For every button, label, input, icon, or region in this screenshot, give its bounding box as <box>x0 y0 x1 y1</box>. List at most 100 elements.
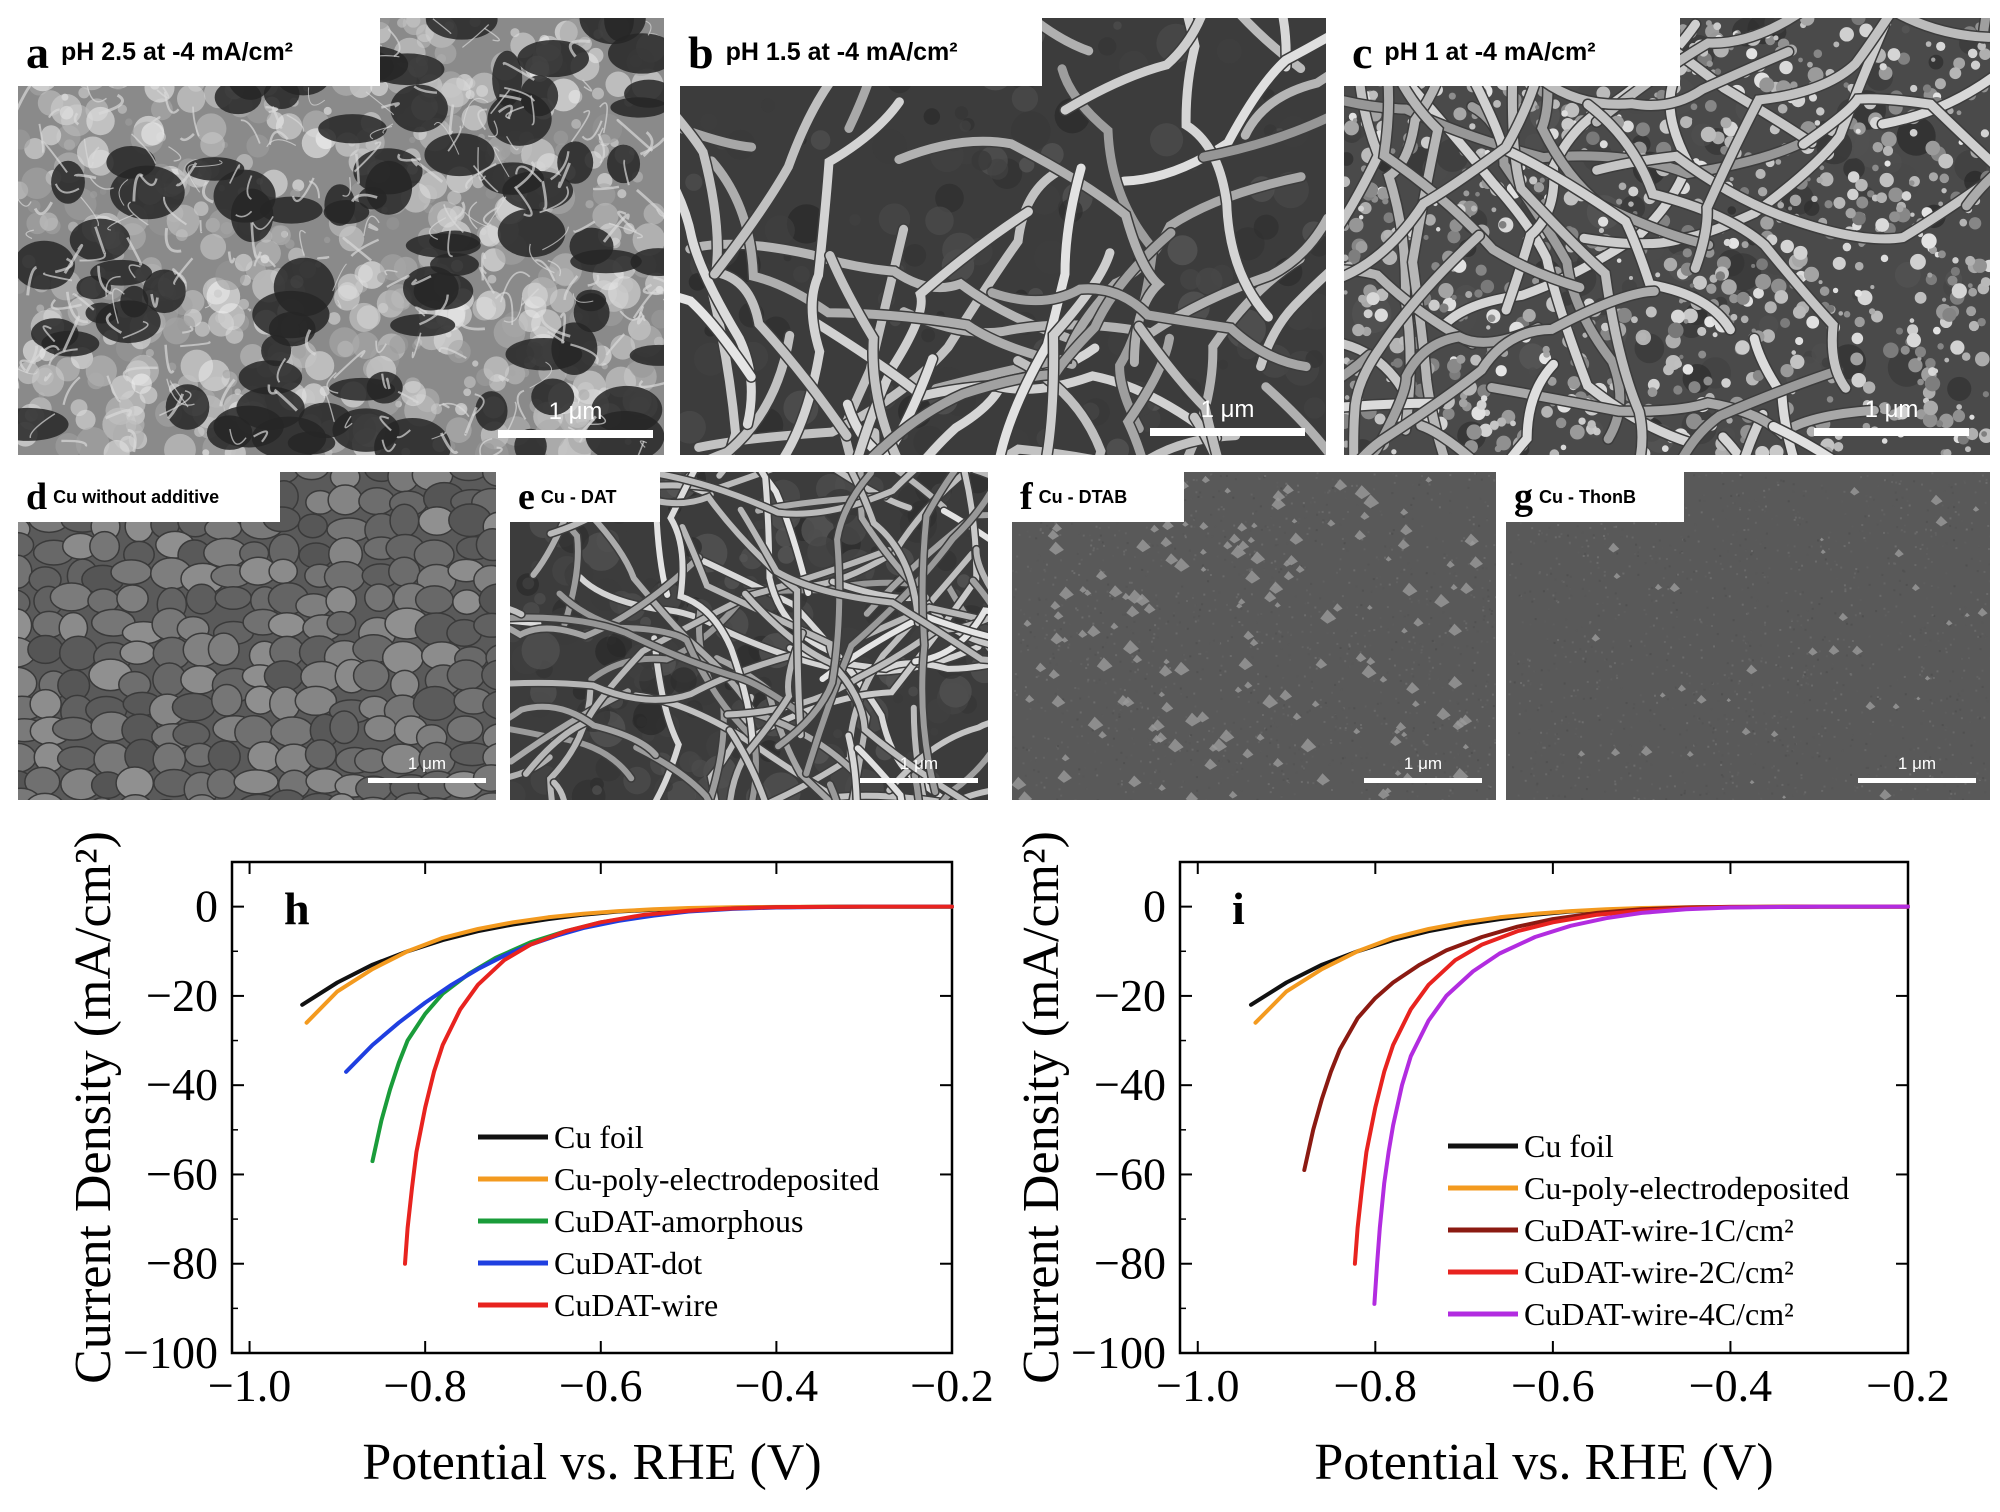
scale-bar: 1 μm <box>1814 396 1969 436</box>
panel-label: g Cu - ThonB <box>1506 472 1684 522</box>
series-line <box>1352 904 1910 1266</box>
series-line <box>370 904 954 1164</box>
scale-bar-line <box>498 430 653 438</box>
y-tick-label: −40 <box>146 1059 218 1110</box>
sem-panel-a: a pH 2.5 at -4 mA/cm² 1 μm <box>18 18 664 455</box>
sem-panel-b: b pH 1.5 at -4 mA/cm² 1 μm <box>680 18 1326 455</box>
x-axis-label: Potential vs. RHE (V) <box>362 1434 821 1491</box>
y-tick-label: −100 <box>123 1327 218 1378</box>
x-axis-label: Potential vs. RHE (V) <box>1314 1434 1773 1491</box>
legend-label: CuDAT-amorphous <box>554 1203 803 1239</box>
scale-bar-line <box>1364 778 1482 783</box>
legend-label: Cu foil <box>1524 1128 1614 1164</box>
series-line <box>1372 904 1910 1306</box>
panel-letter: a <box>26 26 49 78</box>
scale-bar-label: 1 μm <box>1864 396 1919 423</box>
plot-frame <box>1178 860 1910 1355</box>
legend-label: Cu-poly-electrodeposited <box>1524 1170 1849 1206</box>
panel-condition: Cu without additive <box>53 486 220 507</box>
y-axis-label: Current Density (mA/cm²) <box>65 831 122 1384</box>
sem-image <box>510 472 988 800</box>
panel-letter: b <box>688 26 714 78</box>
series-line <box>403 904 954 1266</box>
y-tick-label: −80 <box>146 1238 218 1289</box>
y-tick-label: −20 <box>1094 970 1166 1021</box>
panel-condition: pH 1 at -4 mA/cm² <box>1384 37 1596 66</box>
panel-label: b pH 1.5 at -4 mA/cm² <box>680 18 1042 86</box>
sem-panel-c: c pH 1 at -4 mA/cm² 1 μm <box>1344 18 1990 455</box>
scale-bar: 1 μm <box>368 754 486 783</box>
scale-bar-label: 1 μm <box>899 754 939 773</box>
y-tick-label: −40 <box>1094 1059 1166 1110</box>
panel-letter: g <box>1514 476 1533 518</box>
panel-condition: pH 1.5 at -4 mA/cm² <box>725 37 958 66</box>
y-tick-label: 0 <box>195 881 218 932</box>
scale-bar: 1 μm <box>1364 754 1482 783</box>
x-tick-label: −0.4 <box>735 1360 818 1411</box>
panel-label: c pH 1 at -4 mA/cm² <box>1344 18 1680 86</box>
series-line <box>304 904 954 1025</box>
panel-label: f Cu - DTAB <box>1012 472 1184 522</box>
sem-panel-g: g Cu - ThonB 1 μm <box>1506 472 1990 800</box>
y-tick-label: 0 <box>1143 881 1166 932</box>
panel-condition: Cu - DAT <box>540 486 617 507</box>
x-tick-label: −0.6 <box>1511 1360 1594 1411</box>
legend-label: CuDAT-wire-2C/cm² <box>1524 1254 1794 1290</box>
plot-frame <box>230 860 954 1355</box>
x-tick-label: −0.8 <box>383 1360 466 1411</box>
scale-bar-label: 1 μm <box>548 398 603 425</box>
legend-label: CuDAT-wire-4C/cm² <box>1524 1296 1794 1332</box>
sem-image <box>1506 472 1990 800</box>
chart-h: −1.0 −0.8 −0.6 −0.4 −0.2 0 −20 −40 −60 −80 −100 Pot… <box>65 831 994 1491</box>
y-tick-label: −80 <box>1094 1238 1166 1289</box>
panel-letter: f <box>1020 476 1033 518</box>
y-tick-label: −60 <box>146 1148 218 1199</box>
y-tick-label: −20 <box>146 970 218 1021</box>
scale-bar-label: 1 μm <box>1403 754 1443 773</box>
panel-letter: c <box>1352 26 1373 78</box>
y-tick-label: −100 <box>1071 1327 1166 1378</box>
panel-letter: i <box>1232 883 1245 934</box>
panel-condition: Cu - DTAB <box>1038 486 1128 507</box>
scale-bar-label: 1 μm <box>1200 396 1255 423</box>
panel-label: a pH 2.5 at -4 mA/cm² <box>18 18 380 86</box>
legend-label: CuDAT-wire <box>554 1287 718 1323</box>
panel-label: e Cu - DAT <box>510 472 660 522</box>
x-tick-label: −0.8 <box>1334 1360 1417 1411</box>
x-tick-label: −0.6 <box>559 1360 642 1411</box>
panel-letter: h <box>284 883 310 934</box>
panel-letter: e <box>518 476 535 518</box>
legend-label: CuDAT-wire-1C/cm² <box>1524 1212 1794 1248</box>
panel-letter: d <box>26 476 48 518</box>
scale-bar: 1 μm <box>1150 396 1305 436</box>
legend-label: Cu foil <box>554 1119 644 1155</box>
scale-bar: 1 μm <box>498 398 653 438</box>
scale-bar-line <box>1150 428 1305 436</box>
scale-bar-line <box>1858 778 1976 783</box>
scale-bar: 1 μm <box>860 754 978 783</box>
panel-condition: pH 2.5 at -4 mA/cm² <box>61 37 294 66</box>
y-axis-label: Current Density (mA/cm²) <box>1013 831 1070 1384</box>
sem-panel-d: d Cu without additive 1 μm <box>18 472 496 800</box>
x-tick-label: −0.4 <box>1689 1360 1772 1411</box>
scale-bar: 1 μm <box>1858 754 1976 783</box>
scale-bar-line <box>368 778 486 783</box>
x-tick-label: −0.2 <box>910 1360 993 1411</box>
x-tick-label: −1.0 <box>208 1360 291 1411</box>
panel-label: d Cu without additive <box>18 472 280 522</box>
scale-bar-label: 1 μm <box>407 754 447 773</box>
sem-panel-e: e Cu - DAT 1 μm <box>510 472 988 800</box>
legend-label: Cu-poly-electrodeposited <box>554 1161 879 1197</box>
panel-condition: Cu - ThonB <box>1539 486 1636 507</box>
sem-panel-f: f Cu - DTAB 1 μm <box>1012 472 1496 800</box>
scale-bar-label: 1 μm <box>1897 754 1937 773</box>
x-tick-label: −0.2 <box>1866 1360 1949 1411</box>
sem-image <box>1012 472 1496 800</box>
scale-bar-line <box>1814 428 1969 436</box>
series-line <box>344 904 954 1074</box>
legend-label: CuDAT-dot <box>554 1245 702 1281</box>
chart-i: −1.0 −0.8 −0.6 −0.4 −0.2 0 −20 −40 −60 −80 −100 Pot… <box>1013 831 1950 1491</box>
x-tick-label: −1.0 <box>1156 1360 1239 1411</box>
scale-bar-line <box>860 778 978 783</box>
y-tick-label: −60 <box>1094 1148 1166 1199</box>
